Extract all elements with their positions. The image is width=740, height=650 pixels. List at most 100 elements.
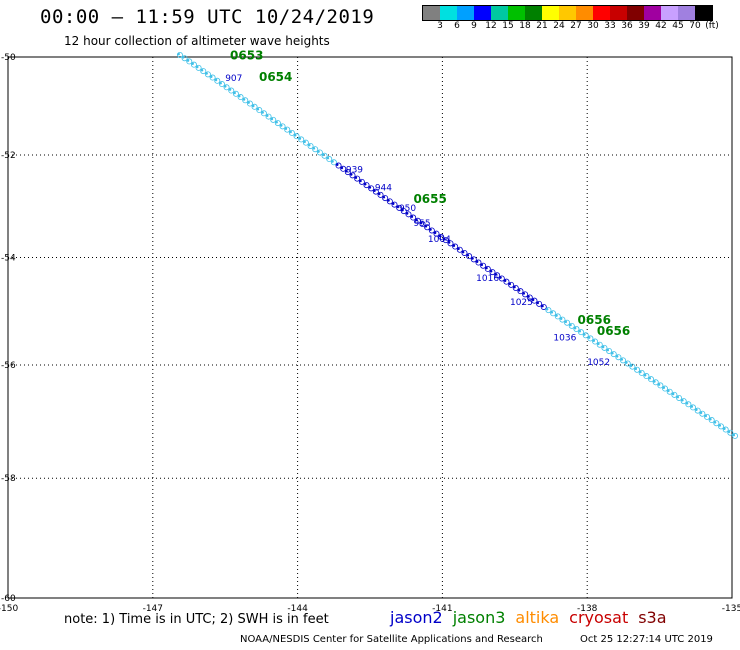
wave-height-mark — [554, 313, 561, 320]
wave-height-glyph: • — [476, 260, 486, 271]
wave-height-glyph: • — [364, 183, 374, 194]
wave-height-glyph: • — [355, 176, 365, 187]
wave-height-mark — [424, 224, 431, 231]
wave-height-glyph: • — [173, 50, 183, 61]
wave-height-glyph: • — [248, 101, 258, 112]
wave-height-glyph: • — [201, 69, 211, 80]
colorbar-swatch — [508, 6, 525, 20]
wave-height-mark — [279, 123, 286, 130]
wave-height-mark — [414, 217, 421, 224]
wave-height-glyph: • — [579, 330, 589, 341]
wave-height-glyph: • — [434, 232, 444, 243]
colorbar-swatch — [423, 6, 440, 20]
latitude-tick-label: -56 — [1, 361, 16, 371]
wave-height-mark — [666, 388, 673, 395]
wave-height-mark — [330, 159, 337, 166]
wave-height-glyph: • — [570, 324, 580, 335]
colorbar-swatch — [627, 6, 644, 20]
wave-height-glyph: • — [360, 180, 370, 191]
wave-height-mark — [517, 288, 524, 295]
wave-height-glyph: • — [635, 367, 645, 378]
wave-height-mark — [512, 284, 519, 291]
wave-height-glyph: • — [430, 228, 440, 239]
wave-height-glyph: • — [224, 85, 234, 96]
wave-height-mark — [494, 272, 501, 279]
track-time-label: 1016 — [476, 274, 499, 284]
wave-height-mark — [349, 172, 356, 179]
wave-height-mark — [302, 139, 309, 146]
wave-height-glyph: • — [257, 108, 267, 119]
wave-height-glyph: • — [262, 111, 272, 122]
longitude-tick-label: -147 — [143, 604, 163, 614]
wave-height-glyph: • — [556, 314, 566, 325]
wave-height-mark — [713, 420, 720, 427]
wave-height-glyph: • — [640, 371, 650, 382]
satellite-ground-track: ••••••••••••••••••••••••••••••••••••••••… — [173, 50, 739, 442]
wave-height-glyph: • — [509, 283, 519, 294]
wave-height-mark — [489, 269, 496, 276]
generation-timestamp: Oct 25 12:27:14 UTC 2019 — [580, 634, 713, 645]
colorbar-label: 33 — [604, 21, 616, 31]
wave-height-mark — [690, 404, 697, 411]
wave-height-glyph: • — [500, 276, 510, 287]
wave-height-glyph: • — [397, 206, 407, 217]
wave-height-mark — [200, 68, 207, 75]
colorbar-label: 39 — [638, 21, 650, 31]
colorbar-swatch — [474, 6, 491, 20]
wave-height-mark — [610, 351, 617, 358]
longitude-tick-label: -138 — [577, 604, 598, 614]
map-gridlines — [7, 56, 733, 599]
wave-height-glyph: • — [336, 163, 346, 174]
wave-height-glyph: • — [229, 88, 239, 99]
wave-height-mark — [676, 394, 683, 401]
wave-height-mark — [228, 87, 235, 94]
wave-height-glyph: • — [308, 144, 318, 155]
wave-height-glyph: • — [658, 383, 668, 394]
wave-height-mark — [195, 64, 202, 71]
wave-height-mark — [344, 169, 351, 176]
wave-height-mark — [447, 240, 454, 247]
latitude-tick-label: -52 — [1, 151, 16, 161]
units-note: note: 1) Time is in UTC; 2) SWH is in fe… — [64, 612, 329, 627]
longitude-tick-label: -144 — [287, 604, 308, 614]
wave-height-mark — [587, 335, 594, 342]
wave-height-glyph: • — [710, 418, 720, 429]
colorbar-label: 24 — [553, 21, 565, 31]
wave-height-mark — [209, 74, 216, 81]
wave-height-mark — [470, 256, 477, 263]
wave-height-mark — [400, 208, 407, 215]
wave-height-glyph: • — [644, 374, 654, 385]
colorbar-swatch — [610, 6, 627, 20]
wave-height-glyph: • — [266, 114, 276, 125]
wave-height-mark — [270, 116, 277, 123]
wave-height-mark — [503, 278, 510, 285]
wave-height-mark — [662, 385, 669, 392]
wave-height-glyph: • — [220, 82, 230, 93]
wave-height-glyph: • — [294, 134, 304, 145]
wave-height-mark — [186, 58, 193, 65]
wave-height-glyph: • — [388, 199, 398, 210]
wave-height-mark — [358, 178, 365, 185]
pass-number-label: 0654 — [259, 70, 292, 84]
colorbar-label: 27 — [570, 21, 582, 31]
wave-height-mark — [298, 136, 305, 143]
map-title: 00:00 – 11:59 UTC 10/24/2019 — [40, 6, 375, 28]
wave-height-mark — [582, 332, 589, 339]
colorbar-swatch — [576, 6, 593, 20]
wave-height-mark — [522, 291, 529, 298]
wave-height-glyph: • — [546, 308, 556, 319]
wave-height-glyph: • — [621, 358, 631, 369]
wave-height-glyph: • — [406, 212, 416, 223]
track-time-label: 955 — [413, 219, 430, 229]
wave-height-glyph: • — [588, 336, 598, 347]
track-time-label: 1025 — [510, 298, 533, 308]
wave-height-glyph: • — [383, 196, 393, 207]
wave-height-glyph: • — [304, 141, 314, 152]
colorbar-swatch — [457, 6, 474, 20]
wave-height-mark — [596, 341, 603, 348]
wave-height-glyph: • — [322, 154, 332, 165]
wave-height-mark — [685, 401, 692, 408]
wave-height-mark — [484, 265, 491, 272]
wave-height-mark — [452, 243, 459, 250]
